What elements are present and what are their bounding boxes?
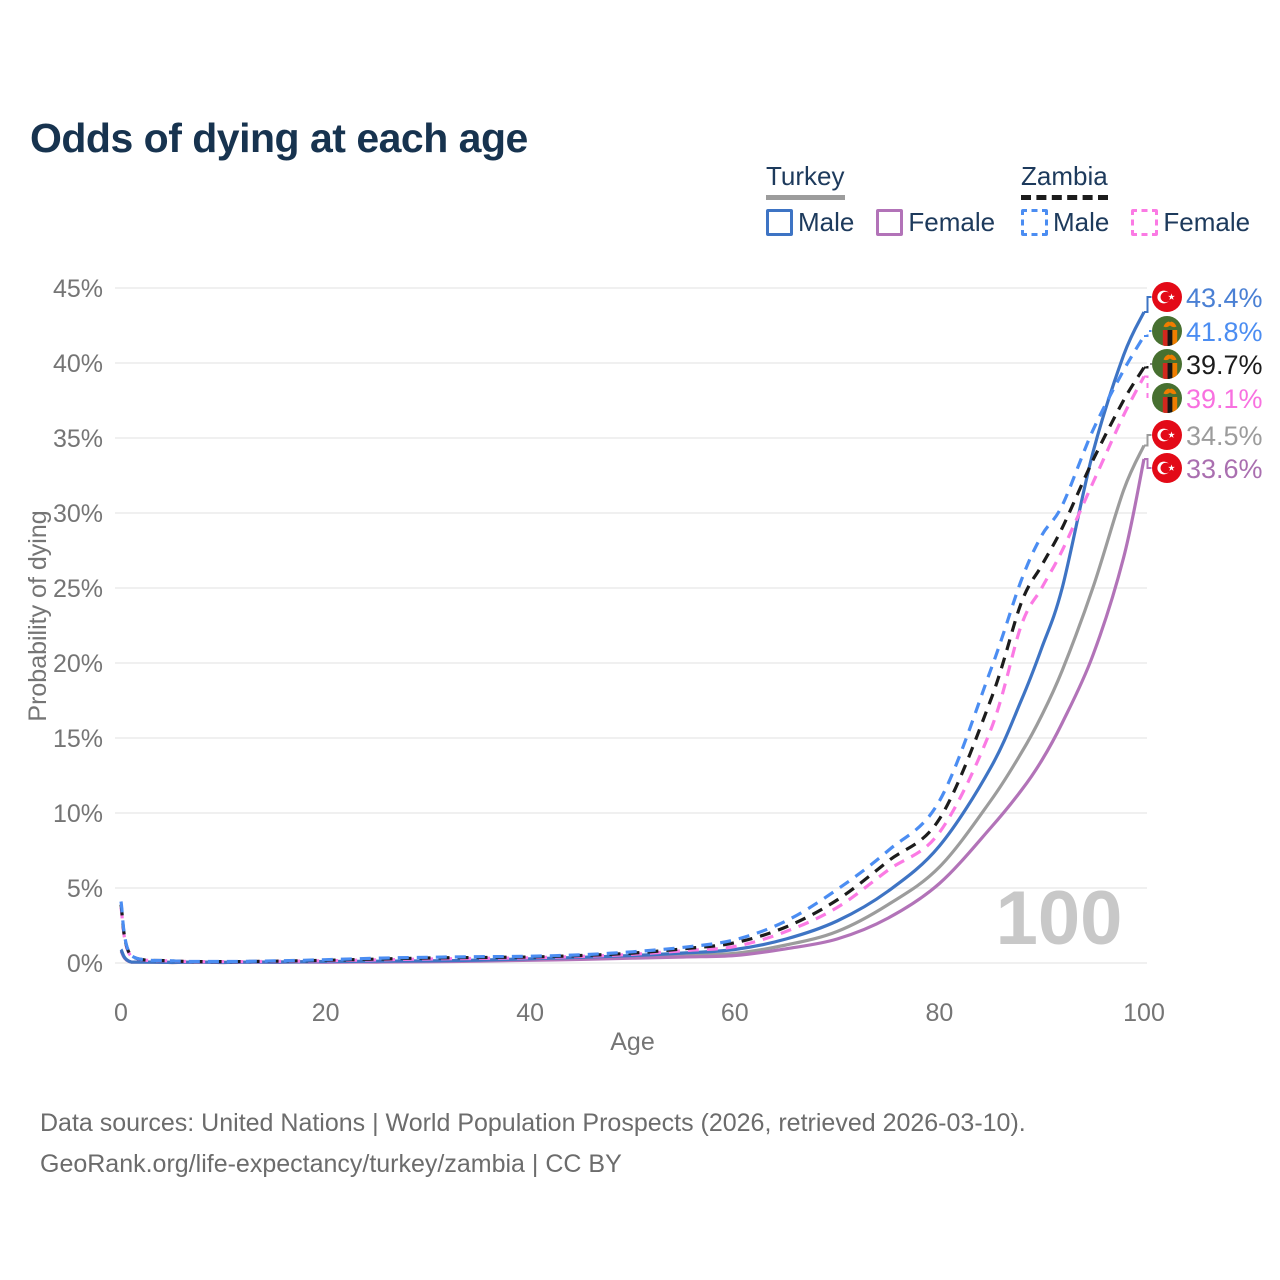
data-source-note: Data sources: United Nations | World Pop… xyxy=(40,1103,1026,1185)
end-label-connector xyxy=(1144,296,1152,313)
legend-item-zambia-female[interactable]: Female xyxy=(1131,207,1250,238)
turkey-male-swatch-icon[interactable] xyxy=(766,209,793,236)
legend-country-turkey: Turkey xyxy=(766,161,845,200)
legend-label: Female xyxy=(908,207,996,237)
y-tick-label: 15% xyxy=(53,725,103,753)
attribution-line: GeoRank.org/life-expectancy/turkey/zambi… xyxy=(40,1150,622,1178)
series-line-turkey-male[interactable] xyxy=(119,311,1146,965)
source-line: Data sources: United Nations | World Pop… xyxy=(40,1109,1026,1137)
legend-item-turkey-male[interactable]: Male xyxy=(766,207,854,238)
legend-label: Female xyxy=(1163,207,1251,237)
y-tick-label: 0% xyxy=(67,950,103,978)
zambia-flag-icon xyxy=(1152,316,1182,346)
y-tick-label: 40% xyxy=(53,350,103,378)
legend-label: Male xyxy=(1053,207,1110,237)
end-value-label-zambia-female: 39.1% xyxy=(1186,384,1263,414)
x-tick-label: 20 xyxy=(312,999,340,1027)
y-tick-label: 20% xyxy=(53,650,103,678)
end-label-connector xyxy=(1144,330,1152,337)
series-line-zambia-male[interactable] xyxy=(119,335,1146,964)
legend-group-zambia: Zambia Male Female xyxy=(1021,161,1250,238)
end-value-label-turkey-male: 43.4% xyxy=(1186,283,1263,313)
legend-item-zambia-male[interactable]: Male xyxy=(1021,207,1109,238)
x-tick-label: 80 xyxy=(925,999,953,1027)
y-tick-label: 35% xyxy=(53,425,103,453)
turkey-flag-icon xyxy=(1152,453,1182,483)
x-axis-title: Age xyxy=(610,1028,654,1056)
y-tick-label: 10% xyxy=(53,800,103,828)
x-tick-label: 0 xyxy=(114,999,128,1027)
chart-title: Odds of dying at each age xyxy=(30,115,528,162)
end-label-connector xyxy=(1144,434,1152,447)
x-tick-label: 40 xyxy=(516,999,544,1027)
series-line-zambia-both[interactable] xyxy=(119,366,1146,964)
end-value-label-zambia-both: 39.7% xyxy=(1186,350,1263,380)
zambia-female-swatch-icon[interactable] xyxy=(1131,209,1159,236)
x-tick-label: 60 xyxy=(721,999,749,1027)
turkey-flag-icon xyxy=(1152,282,1182,312)
end-value-label-turkey-both: 34.5% xyxy=(1186,421,1263,451)
legend-country-zambia: Zambia xyxy=(1021,161,1108,200)
legend-item-turkey-female[interactable]: Female xyxy=(876,207,995,238)
x-tick-label: 100 xyxy=(1123,999,1165,1027)
y-tick-label: 5% xyxy=(67,875,103,903)
end-value-label-turkey-female: 33.6% xyxy=(1186,454,1263,484)
legend-label: Male xyxy=(798,207,855,237)
end-label-connector xyxy=(1144,458,1152,469)
series-line-turkey-female[interactable] xyxy=(119,458,1146,965)
end-value-label-zambia-male: 41.8% xyxy=(1186,317,1263,347)
end-label-connector xyxy=(1144,375,1152,399)
legend-group-turkey: Turkey Male Female xyxy=(766,161,995,238)
y-tick-label: 25% xyxy=(53,575,103,603)
zambia-flag-icon xyxy=(1152,349,1182,379)
end-label-connector xyxy=(1144,363,1152,369)
zambia-male-swatch-icon[interactable] xyxy=(1021,209,1048,236)
turkey-flag-icon xyxy=(1152,420,1182,450)
turkey-female-swatch-icon[interactable] xyxy=(876,209,904,236)
y-axis-title: Probability of dying xyxy=(24,510,52,721)
y-tick-label: 45% xyxy=(53,275,103,303)
y-tick-label: 30% xyxy=(53,500,103,528)
zambia-flag-icon xyxy=(1152,383,1182,413)
hover-age-watermark: 100 xyxy=(996,876,1123,961)
